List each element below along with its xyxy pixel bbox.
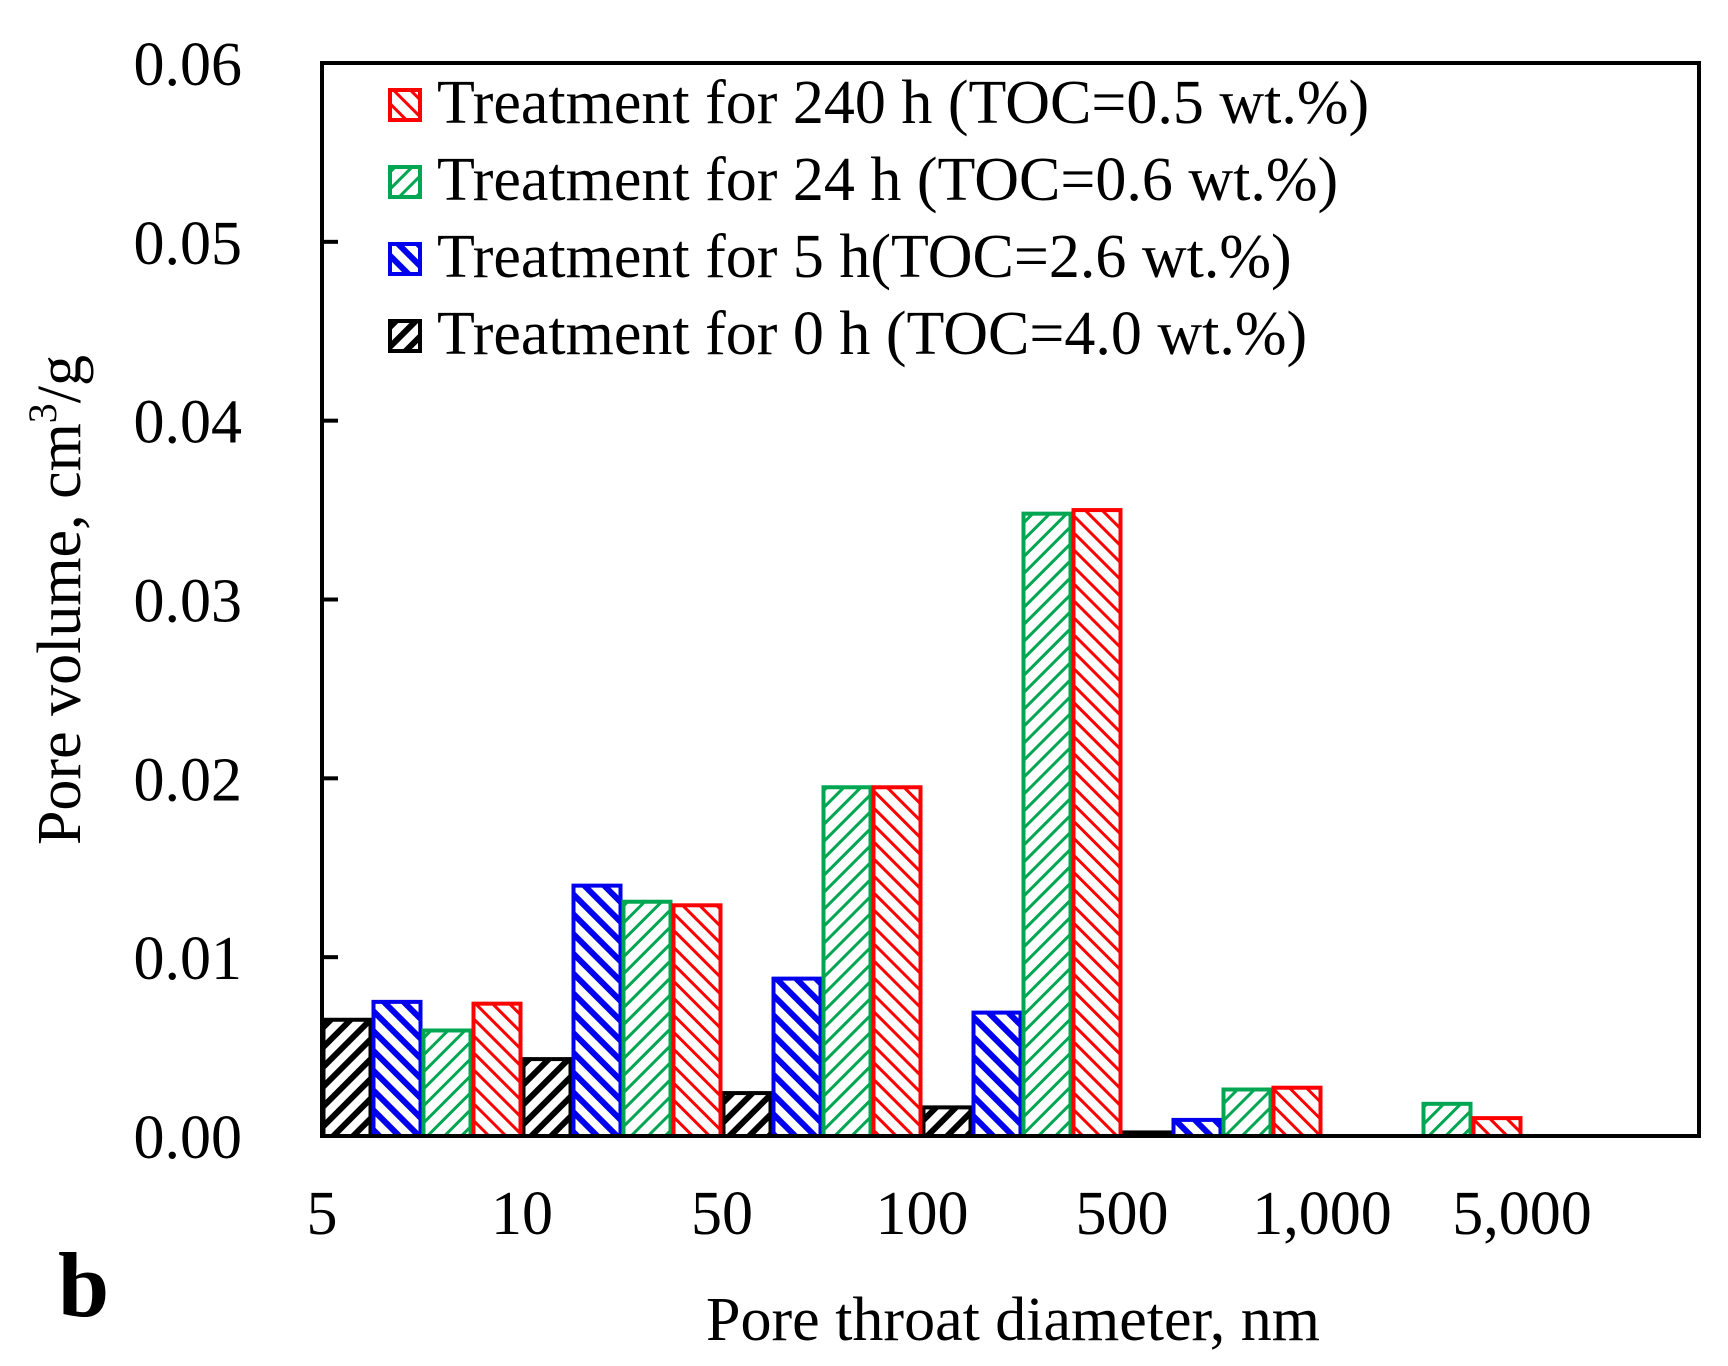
bar-3-2 (871, 785, 923, 1139)
bar-2-4 (1221, 1087, 1273, 1138)
y-axis-label-tail: /g (26, 355, 94, 403)
x-axis-label: Pore throat diameter, nm (706, 1286, 1320, 1354)
x-axis: 5 10 50 100 500 1,000 5,000 (307, 1180, 1592, 1248)
legend-label-0: Treatment for 0 h (TOC=4.0 wt.%) (437, 300, 1307, 368)
y-tick-label-4: 0.04 (134, 389, 243, 457)
y-tick-label-6: 0.06 (134, 31, 243, 99)
y-tick-label-1: 0.01 (134, 925, 243, 993)
legend-swatch-0 (388, 319, 422, 353)
y-axis-label-main: Pore volume, cm (26, 423, 94, 845)
legend-label-1: Treatment for 5 h(TOC=2.6 wt.%) (437, 223, 1292, 291)
y-tick-label-0: 0.00 (134, 1104, 243, 1172)
y-tick-label-5: 0.05 (134, 210, 243, 278)
legend-swatch-1 (388, 242, 422, 276)
bar-0-0 (321, 1017, 373, 1139)
bar-2-1 (621, 899, 673, 1138)
bar-2-5 (1421, 1101, 1473, 1139)
x-tick-label-0: 5 (307, 1180, 338, 1248)
bar-2-0 (421, 1028, 473, 1138)
y-tick-label-2: 0.02 (134, 746, 243, 814)
bar-1-4 (1171, 1117, 1223, 1139)
bar-0-2 (721, 1091, 773, 1138)
bar-3-4 (1271, 1085, 1323, 1138)
bar-3-1 (671, 903, 723, 1138)
bar-3-3 (1071, 508, 1123, 1139)
y-axis-label-superscript: 3 (20, 403, 65, 423)
x-tick-label-2: 50 (691, 1180, 753, 1248)
legend-label-2: Treatment for 24 h (TOC=0.6 wt.%) (437, 146, 1338, 214)
x-tick-label-6: 5,000 (1452, 1180, 1592, 1248)
bar-0-1 (521, 1057, 573, 1139)
bars-layer (321, 508, 1523, 1139)
y-tick-label-3: 0.03 (134, 568, 243, 636)
bar-1-0 (371, 999, 423, 1138)
y-axis: 0.00 0.01 0.02 0.03 0.04 0.05 0.06 (134, 31, 338, 1172)
bar-1-1 (571, 883, 623, 1139)
bar-1-3 (971, 1010, 1023, 1138)
y-axis-label: Pore volume, cm3/g (20, 355, 94, 845)
bar-1-2 (771, 976, 823, 1138)
x-tick-label-1: 10 (491, 1180, 553, 1248)
bar-3-5 (1471, 1116, 1523, 1139)
x-tick-label-4: 500 (1076, 1180, 1169, 1248)
x-tick-label-5: 1,000 (1252, 1180, 1392, 1248)
legend: Treatment for 240 h (TOC=0.5 wt.%) Treatm… (388, 69, 1369, 368)
plot-area-frame (320, 61, 1701, 1138)
legend-label-3: Treatment for 240 h (TOC=0.5 wt.%) (437, 69, 1369, 137)
bar-0-3 (921, 1105, 973, 1139)
legend-swatch-2 (388, 165, 422, 199)
panel-label: b (58, 1234, 109, 1336)
legend-swatch-3 (388, 88, 422, 122)
bar-2-2 (821, 785, 873, 1139)
bar-2-3 (1021, 511, 1073, 1138)
bar-3-0 (471, 1001, 523, 1138)
x-tick-label-3: 100 (876, 1180, 969, 1248)
